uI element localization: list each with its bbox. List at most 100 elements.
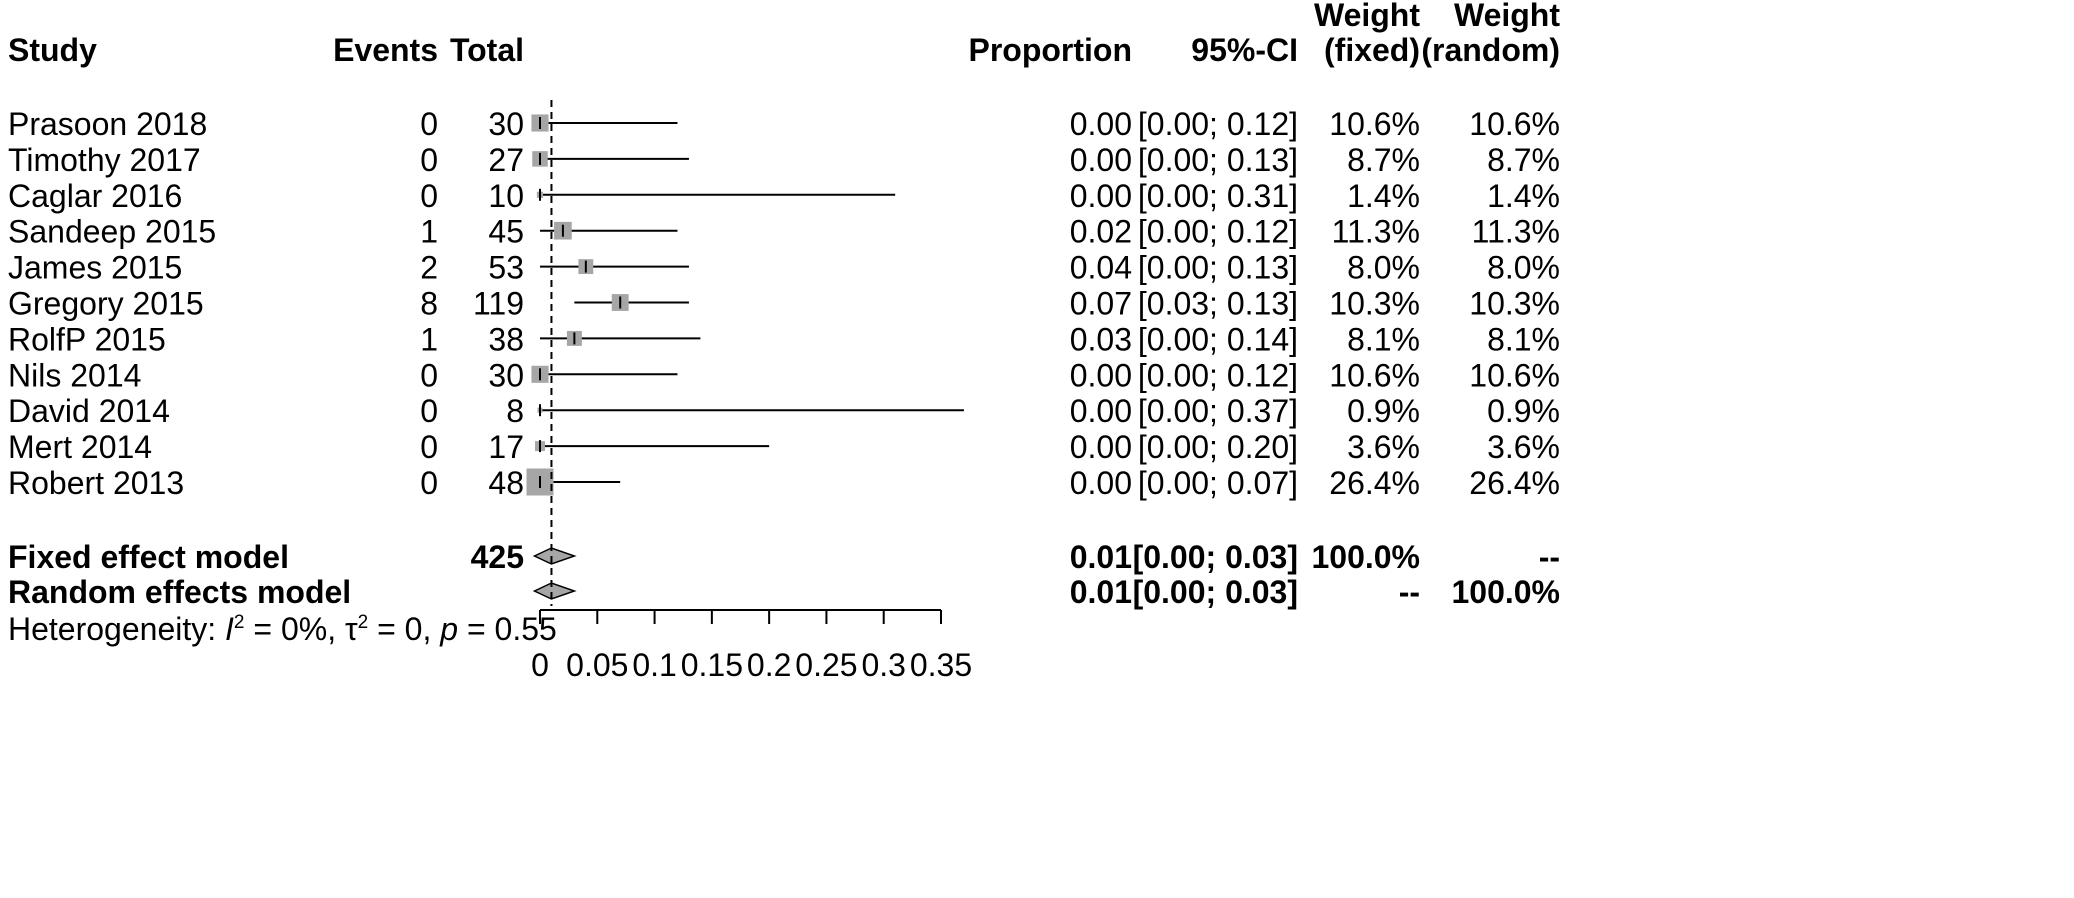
study-events: 0 bbox=[420, 429, 438, 465]
summary-weight-fixed: 100.0% bbox=[1311, 539, 1420, 575]
study-proportion: 0.00 bbox=[1070, 178, 1132, 214]
study-ci: [0.00; 0.12] bbox=[1138, 214, 1298, 250]
study-events: 8 bbox=[420, 286, 438, 322]
header-weight-fixed-line2: (fixed) bbox=[1324, 32, 1420, 68]
study-ci: [0.00; 0.07] bbox=[1138, 465, 1298, 501]
header-events: Events bbox=[333, 32, 438, 68]
summary-ci: [0.00; 0.03] bbox=[1133, 574, 1298, 610]
heterogeneity-part: τ bbox=[345, 611, 358, 647]
study-ci: [0.00; 0.13] bbox=[1138, 250, 1298, 286]
study-name: Mert 2014 bbox=[8, 429, 152, 465]
study-weight-random: 10.3% bbox=[1469, 286, 1560, 322]
heterogeneity-text: Heterogeneity: I2 = 0%, τ2 = 0, p = 0.55 bbox=[8, 611, 557, 647]
study-proportion: 0.00 bbox=[1070, 106, 1132, 142]
study-total: 53 bbox=[488, 250, 524, 286]
study-weight-fixed: 8.7% bbox=[1347, 142, 1420, 178]
study-ci: [0.00; 0.20] bbox=[1138, 429, 1298, 465]
study-proportion: 0.04 bbox=[1070, 250, 1132, 286]
header-total: Total bbox=[450, 32, 524, 68]
header-ci: 95%-CI bbox=[1191, 32, 1298, 68]
study-total: 119 bbox=[473, 286, 524, 322]
study-name: Nils 2014 bbox=[8, 357, 141, 393]
summary-proportion: 0.01 bbox=[1070, 574, 1132, 610]
study-weight-random: 8.1% bbox=[1487, 321, 1560, 357]
heterogeneity-part: p bbox=[439, 611, 458, 647]
summary-total: 425 bbox=[471, 539, 524, 575]
study-weight-fixed: 11.3% bbox=[1332, 214, 1420, 250]
heterogeneity-part: 2 bbox=[234, 612, 245, 633]
summary-weight-random: -- bbox=[1539, 539, 1560, 575]
study-ci: [0.00; 0.37] bbox=[1138, 393, 1298, 429]
study-name: Caglar 2016 bbox=[8, 178, 182, 214]
study-total: 30 bbox=[488, 106, 524, 142]
study-proportion: 0.00 bbox=[1070, 142, 1132, 178]
study-weight-random: 1.4% bbox=[1487, 178, 1560, 214]
study-weight-fixed: 8.1% bbox=[1347, 321, 1420, 357]
summary-diamond bbox=[532, 547, 577, 565]
study-weight-fixed: 3.6% bbox=[1347, 429, 1420, 465]
x-tick-label: 0.3 bbox=[861, 647, 905, 683]
study-name: RolfP 2015 bbox=[8, 321, 166, 357]
study-events: 0 bbox=[420, 393, 438, 429]
study-ci: [0.00; 0.12] bbox=[1138, 106, 1298, 142]
header-weight-random-line2: (random) bbox=[1421, 32, 1560, 68]
study-events: 0 bbox=[420, 106, 438, 142]
study-name: Robert 2013 bbox=[8, 465, 184, 501]
study-weight-random: 26.4% bbox=[1469, 465, 1560, 501]
x-tick-label: 0.2 bbox=[747, 647, 791, 683]
study-total: 38 bbox=[488, 321, 524, 357]
study-weight-random: 10.6% bbox=[1469, 357, 1560, 393]
x-tick-label: 0.35 bbox=[910, 647, 972, 683]
summary-diamond bbox=[532, 582, 577, 600]
study-weight-fixed: 0.9% bbox=[1347, 393, 1420, 429]
study-events: 0 bbox=[420, 178, 438, 214]
header-proportion: Proportion bbox=[968, 32, 1132, 68]
heterogeneity-part: 2 bbox=[358, 612, 369, 633]
study-proportion: 0.07 bbox=[1070, 286, 1132, 322]
study-total: 27 bbox=[488, 142, 524, 178]
study-name: Prasoon 2018 bbox=[8, 106, 207, 142]
heterogeneity-part: Heterogeneity: bbox=[8, 611, 225, 647]
study-weight-fixed: 10.6% bbox=[1329, 106, 1420, 142]
header-weight-random-line1: Weight bbox=[1454, 0, 1560, 33]
x-tick-label: 0.1 bbox=[632, 647, 676, 683]
study-events: 0 bbox=[420, 142, 438, 178]
study-proportion: 0.00 bbox=[1070, 465, 1132, 501]
study-events: 1 bbox=[420, 214, 438, 250]
study-proportion: 0.00 bbox=[1070, 393, 1132, 429]
study-total: 10 bbox=[488, 178, 524, 214]
study-total: 48 bbox=[488, 465, 524, 501]
study-total: 17 bbox=[488, 429, 524, 465]
study-weight-fixed: 26.4% bbox=[1329, 465, 1420, 501]
study-events: 2 bbox=[420, 250, 438, 286]
study-total: 45 bbox=[488, 214, 524, 250]
summary-ci: [0.00; 0.03] bbox=[1133, 539, 1298, 575]
x-tick-label: 0.15 bbox=[681, 647, 743, 683]
study-ci: [0.00; 0.31] bbox=[1138, 178, 1298, 214]
study-proportion: 0.00 bbox=[1070, 429, 1132, 465]
study-weight-random: 10.6% bbox=[1469, 106, 1560, 142]
study-ci: [0.00; 0.14] bbox=[1138, 321, 1298, 357]
study-weight-fixed: 10.3% bbox=[1329, 286, 1420, 322]
study-weight-random: 11.3% bbox=[1472, 214, 1560, 250]
heterogeneity-part: = 0%, bbox=[244, 611, 345, 647]
x-tick-label: 0 bbox=[531, 647, 549, 683]
study-proportion: 0.03 bbox=[1070, 321, 1132, 357]
summary-label: Random effects model bbox=[8, 574, 351, 610]
study-proportion: 0.02 bbox=[1070, 214, 1132, 250]
summary-label: Fixed effect model bbox=[8, 539, 289, 575]
study-weight-random: 3.6% bbox=[1487, 429, 1560, 465]
study-ci: [0.03; 0.13] bbox=[1138, 286, 1298, 322]
study-name: Timothy 2017 bbox=[8, 142, 201, 178]
heterogeneity-part: = 0.55 bbox=[458, 611, 557, 647]
study-total: 30 bbox=[488, 357, 524, 393]
study-total: 8 bbox=[506, 393, 524, 429]
heterogeneity-part: = 0, bbox=[368, 611, 440, 647]
header-weight-fixed-line1: Weight bbox=[1314, 0, 1420, 33]
study-proportion: 0.00 bbox=[1070, 357, 1132, 393]
study-events: 0 bbox=[420, 357, 438, 393]
study-name: James 2015 bbox=[8, 250, 182, 286]
x-tick-label: 0.05 bbox=[566, 647, 628, 683]
